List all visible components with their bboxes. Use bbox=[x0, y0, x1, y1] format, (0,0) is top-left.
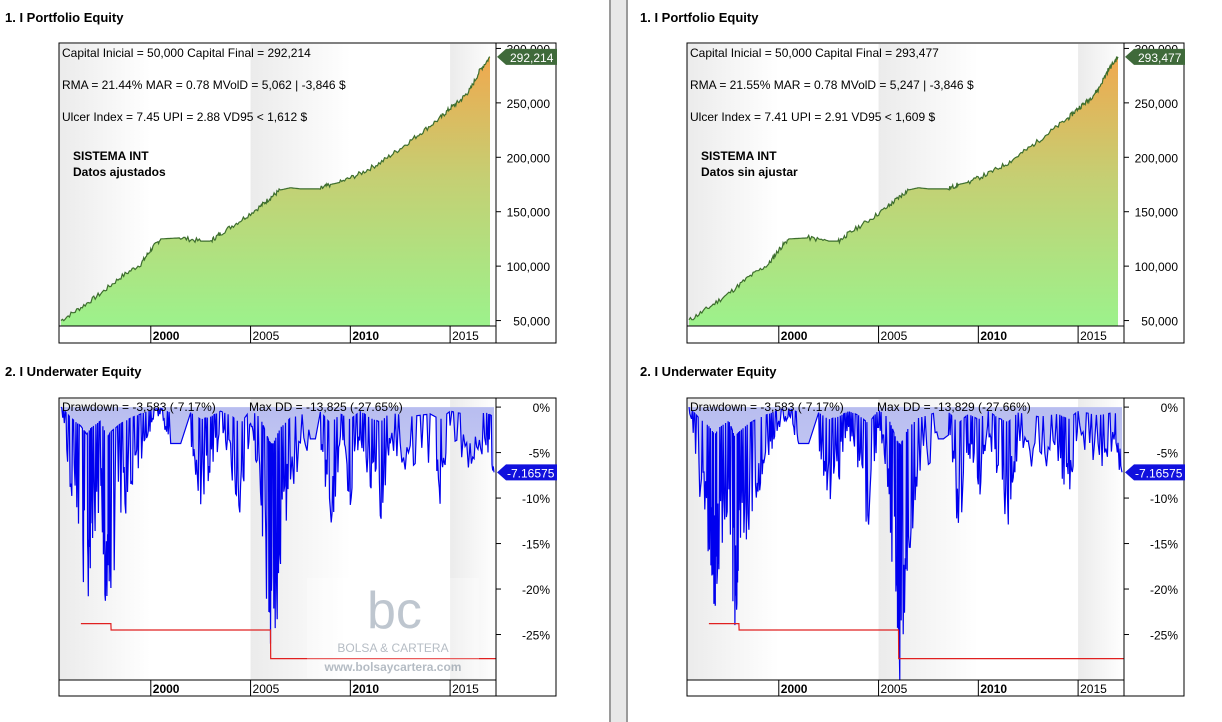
max-dd-line bbox=[708, 623, 1124, 660]
x-tick-label: 2000 bbox=[153, 682, 180, 696]
max-dd-line bbox=[80, 623, 496, 660]
watermark-backdrop bbox=[307, 578, 479, 678]
dd-last-value-label: -7.16575 bbox=[507, 466, 555, 480]
y-tick-label: -20% bbox=[1150, 583, 1178, 597]
x-tick-label: 2015 bbox=[1080, 329, 1107, 343]
system-label: SISTEMA INT bbox=[73, 149, 149, 163]
x-tick-label: 2000 bbox=[153, 329, 180, 343]
equity-area bbox=[61, 56, 490, 327]
x-tick-label: 2015 bbox=[452, 682, 479, 696]
equity-last-value-label: 293,477 bbox=[1138, 51, 1182, 65]
stats-ulcer: Ulcer Index = 7.41 UPI = 2.91 VD95 < 1,6… bbox=[690, 110, 935, 124]
x-tick-label: 2005 bbox=[881, 329, 908, 343]
y-tick-label: 50,000 bbox=[1141, 315, 1178, 329]
drawdown-label: Drawdown = -3,583 (-7.17%) bbox=[62, 400, 216, 414]
x-tick-label: 2015 bbox=[1080, 682, 1107, 696]
underwater-frame bbox=[58, 397, 557, 697]
underwater-line bbox=[60, 406, 495, 644]
equity-chart: 50,000100,000150,000200,000250,000300,00… bbox=[58, 42, 557, 697]
underwater-frame bbox=[686, 397, 1185, 697]
panel-separator bbox=[611, 0, 626, 722]
x-tick-label: 2010 bbox=[980, 329, 1007, 343]
y-tick-label: -15% bbox=[522, 538, 550, 552]
y-tick-label: 100,000 bbox=[507, 260, 551, 274]
y-tick-label: 0% bbox=[533, 401, 551, 415]
y-tick-label: 150,000 bbox=[507, 206, 551, 220]
x-tick-label: 2015 bbox=[452, 329, 479, 343]
watermark-brand: BOLSA & CARTERA bbox=[337, 641, 448, 655]
y-tick-label: -10% bbox=[522, 492, 550, 506]
y-tick-label: -5% bbox=[1157, 447, 1179, 461]
x-tick-label: 2010 bbox=[980, 682, 1007, 696]
y-tick-label: -20% bbox=[522, 583, 550, 597]
underwater-pane-title: 2. I Underwater Equity bbox=[5, 364, 142, 379]
y-tick-label: -10% bbox=[1150, 492, 1178, 506]
y-tick-label: 50,000 bbox=[513, 315, 550, 329]
equity-pane-title: 1. I Portfolio Equity bbox=[640, 10, 759, 25]
equity-line bbox=[60, 56, 491, 322]
data-label: Datos ajustados bbox=[73, 165, 166, 179]
stats-capital: Capital Inicial = 50,000 Capital Final =… bbox=[690, 46, 939, 60]
y-tick-label: -25% bbox=[1150, 629, 1178, 643]
data-label: Datos sin ajustar bbox=[701, 165, 798, 179]
y-tick-label: 150,000 bbox=[1135, 206, 1179, 220]
y-tick-label: -5% bbox=[529, 447, 551, 461]
equity-frame bbox=[686, 42, 1185, 344]
dd-last-value-label: -7.16575 bbox=[1135, 466, 1183, 480]
equity-last-value-marker bbox=[497, 48, 557, 65]
stats-capital: Capital Inicial = 50,000 Capital Final =… bbox=[62, 46, 311, 60]
dd-last-value-marker bbox=[497, 464, 557, 481]
drawdown-label: Drawdown = -3,583 (-7.17%) bbox=[690, 400, 844, 414]
y-tick-label: 250,000 bbox=[507, 97, 551, 111]
dd-last-value-marker bbox=[1125, 464, 1185, 481]
x-tick-label: 2010 bbox=[352, 682, 379, 696]
y-tick-label: 0% bbox=[1161, 401, 1179, 415]
equity-area bbox=[689, 56, 1118, 326]
watermark-logo-icon: bc bbox=[367, 582, 422, 640]
stats-ulcer: Ulcer Index = 7.45 UPI = 2.88 VD95 < 1,6… bbox=[62, 110, 307, 124]
right-panel: 1. I Portfolio Equity 50,000 100,000 150,0… bbox=[626, 0, 1222, 722]
max-dd-label: Max DD = -13,825 (-27.65%) bbox=[249, 400, 403, 414]
x-tick-label: 2005 bbox=[253, 682, 280, 696]
underwater-line bbox=[688, 407, 1123, 681]
system-label: SISTEMA INT bbox=[701, 149, 777, 163]
y-tick-label: 200,000 bbox=[507, 151, 551, 165]
equity-last-value-marker bbox=[1125, 48, 1185, 65]
watermark-url: www.bolsaycartera.com bbox=[324, 660, 462, 674]
x-tick-label: 2005 bbox=[253, 329, 280, 343]
left-panel: 1. I Portfolio Equity 50,000 100,000 150,0… bbox=[5, 0, 611, 722]
underwater-pane-title: 2. I Underwater Equity bbox=[640, 364, 777, 379]
equity-pane-title: 1. I Portfolio Equity bbox=[5, 10, 124, 25]
equity-line bbox=[688, 56, 1119, 321]
max-dd-label: Max DD = -13,829 (-27.66%) bbox=[877, 400, 1031, 414]
x-tick-label: 2000 bbox=[781, 329, 808, 343]
y-tick-label: -25% bbox=[522, 629, 550, 643]
x-tick-label: 2005 bbox=[881, 682, 908, 696]
equity-frame bbox=[58, 42, 557, 344]
y-tick-label: 250,000 bbox=[1135, 97, 1179, 111]
x-tick-label: 2010 bbox=[352, 329, 379, 343]
y-tick-label: -15% bbox=[1150, 538, 1178, 552]
stats-rma-mar: RMA = 21.44% MAR = 0.78 MVolD = 5,062 | … bbox=[62, 78, 346, 92]
stats-rma-mar: RMA = 21.55% MAR = 0.78 MVolD = 5,247 | … bbox=[690, 78, 974, 92]
y-tick-label: 100,000 bbox=[1135, 260, 1179, 274]
x-tick-label: 2000 bbox=[781, 682, 808, 696]
equity-chart: 50,000100,000150,000200,000250,000300,00… bbox=[686, 42, 1185, 697]
equity-last-value-label: 292,214 bbox=[510, 51, 554, 65]
y-tick-label: 200,000 bbox=[1135, 151, 1179, 165]
